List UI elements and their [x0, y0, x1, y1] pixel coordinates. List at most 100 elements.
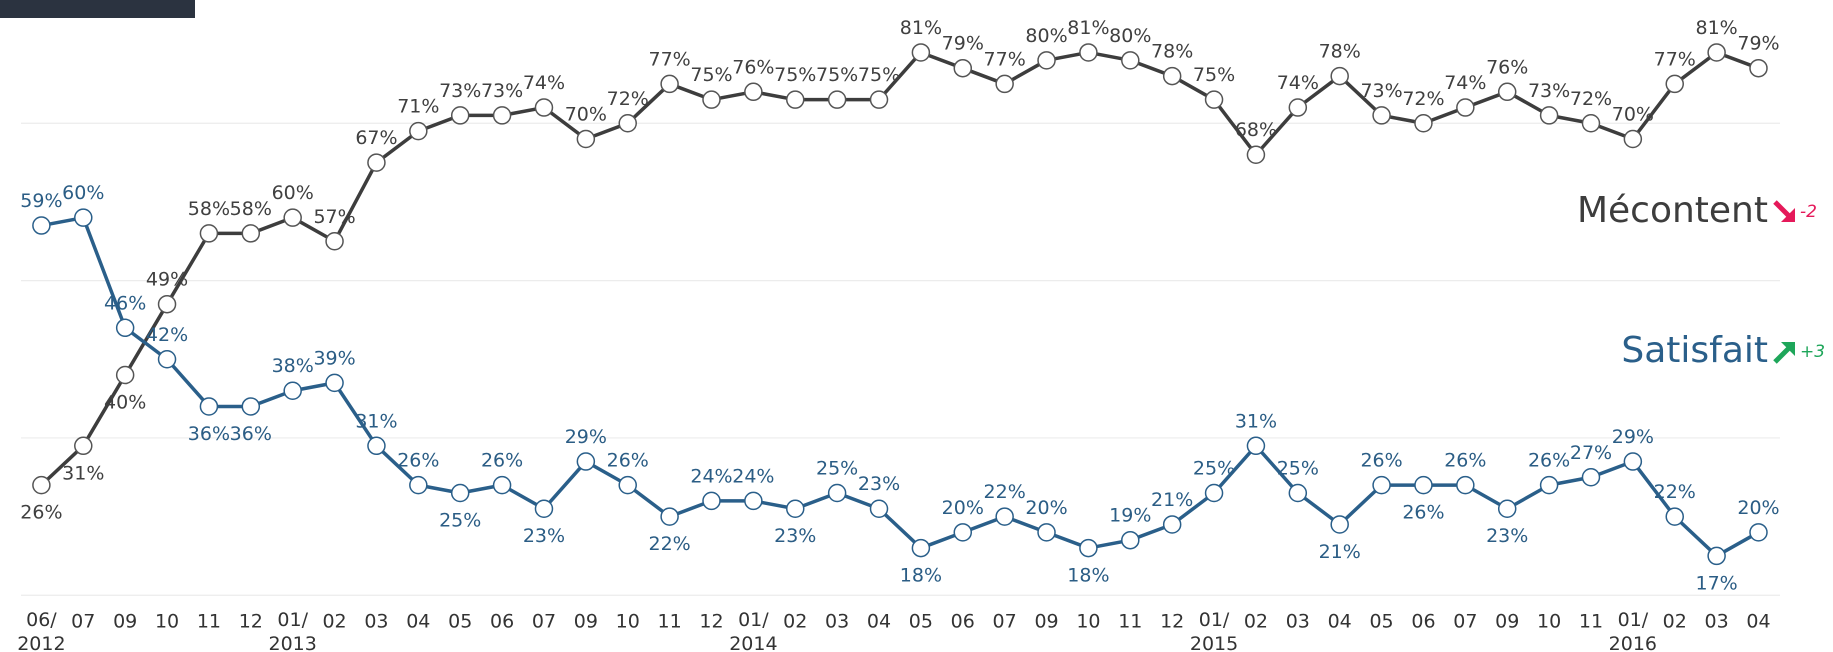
- data-label: 19%: [1109, 505, 1151, 527]
- data-label: 73%: [1360, 80, 1402, 102]
- data-label: 70%: [1612, 104, 1654, 126]
- x-tick-label: 07: [993, 611, 1017, 633]
- data-label: 57%: [313, 206, 355, 228]
- x-tick-year: 2014: [729, 633, 777, 652]
- x-tick-label: 10: [1537, 611, 1561, 633]
- x-tick-part: 01/: [738, 609, 769, 631]
- marker: [241, 224, 261, 243]
- series-name: Satisfait: [1621, 330, 1768, 371]
- x-tick-label: 06: [490, 611, 514, 633]
- data-label: 26%: [1444, 450, 1486, 472]
- data-label: 27%: [1570, 442, 1612, 464]
- data-label: 72%: [607, 88, 649, 110]
- data-label: 36%: [188, 423, 230, 445]
- marker: [1246, 436, 1266, 456]
- marker: [115, 365, 135, 385]
- marker: [32, 475, 51, 495]
- data-label: 25%: [1277, 458, 1319, 480]
- data-label: 25%: [1193, 458, 1235, 480]
- marker: [1121, 530, 1140, 550]
- data-label: 67%: [355, 127, 397, 149]
- trend-arrow: [1773, 342, 1795, 364]
- data-label: 77%: [984, 48, 1026, 70]
- marker: [1707, 546, 1726, 566]
- marker: [199, 224, 219, 243]
- data-label: 26%: [607, 450, 649, 472]
- trend-arrow: [1773, 200, 1795, 222]
- data-label: 22%: [984, 481, 1026, 503]
- marker: [1539, 475, 1559, 495]
- data-label: 26%: [1528, 450, 1570, 472]
- marker: [1456, 475, 1475, 495]
- x-tick-label: 11: [197, 611, 221, 633]
- data-label: 26%: [397, 450, 439, 472]
- data-label: 58%: [188, 198, 230, 220]
- data-label: 78%: [1319, 41, 1361, 63]
- marker: [827, 483, 847, 503]
- x-tick-label: 03: [1286, 611, 1310, 633]
- data-label: 76%: [732, 56, 774, 78]
- data-label: 81%: [1696, 17, 1738, 39]
- marker: [576, 452, 596, 471]
- x-tick-label: 09: [574, 611, 598, 633]
- marker: [367, 436, 386, 456]
- marker: [869, 499, 889, 518]
- x-tick-label: 03: [364, 611, 388, 633]
- data-label: 29%: [565, 426, 607, 448]
- x-tick-label: 06/2012: [17, 609, 65, 652]
- marker: [702, 90, 721, 109]
- marker: [1456, 98, 1475, 117]
- x-tick-label: 04: [1328, 611, 1352, 633]
- data-label: 39%: [313, 347, 355, 369]
- x-tick-label: 04: [867, 611, 891, 633]
- x-tick-label: 12: [239, 611, 263, 633]
- x-tick-label: 01/2016: [1609, 609, 1657, 652]
- data-label: 77%: [648, 48, 690, 70]
- marker: [702, 491, 721, 511]
- marker: [534, 98, 554, 117]
- marker: [995, 507, 1014, 526]
- x-tick-part: 01/: [1199, 609, 1230, 631]
- data-label: 75%: [690, 64, 732, 86]
- x-tick-year: 2012: [17, 633, 65, 652]
- marker: [1330, 515, 1349, 534]
- marker: [325, 373, 344, 393]
- marker: [534, 499, 554, 518]
- trend-change: -2: [1800, 202, 1817, 222]
- data-label: 71%: [397, 96, 439, 118]
- marker: [325, 232, 344, 251]
- marker: [1079, 538, 1098, 558]
- data-label: 31%: [355, 410, 397, 432]
- marker: [1037, 523, 1056, 542]
- data-label: 21%: [1319, 541, 1361, 563]
- x-tick-label: 05: [909, 611, 933, 633]
- data-label: 79%: [1737, 33, 1779, 55]
- marker: [1581, 114, 1601, 133]
- marker: [409, 475, 428, 495]
- data-label: 75%: [774, 64, 816, 86]
- data-label: 25%: [439, 510, 481, 532]
- marker: [827, 90, 847, 109]
- data-label: 74%: [523, 72, 565, 94]
- marker: [241, 397, 261, 416]
- data-label: 79%: [942, 33, 984, 55]
- data-label: 22%: [648, 533, 690, 555]
- x-tick-label: 01/2015: [1190, 609, 1238, 652]
- data-label: 31%: [62, 462, 104, 484]
- x-tick-label: 04: [1746, 611, 1770, 633]
- marker: [115, 318, 135, 338]
- data-label: 60%: [272, 182, 314, 204]
- marker: [1372, 106, 1391, 125]
- x-tick-part: 06/: [26, 609, 57, 631]
- x-tick-label: 02: [322, 611, 346, 633]
- data-label: 29%: [1612, 426, 1654, 448]
- marker: [1288, 98, 1308, 117]
- data-label: 20%: [942, 497, 984, 519]
- data-label: 18%: [1067, 565, 1109, 587]
- data-label: 46%: [104, 292, 146, 314]
- x-tick-label: 02: [1663, 611, 1687, 633]
- marker: [283, 208, 302, 227]
- data-label: 72%: [1570, 88, 1612, 110]
- x-tick-label: 11: [1118, 611, 1142, 633]
